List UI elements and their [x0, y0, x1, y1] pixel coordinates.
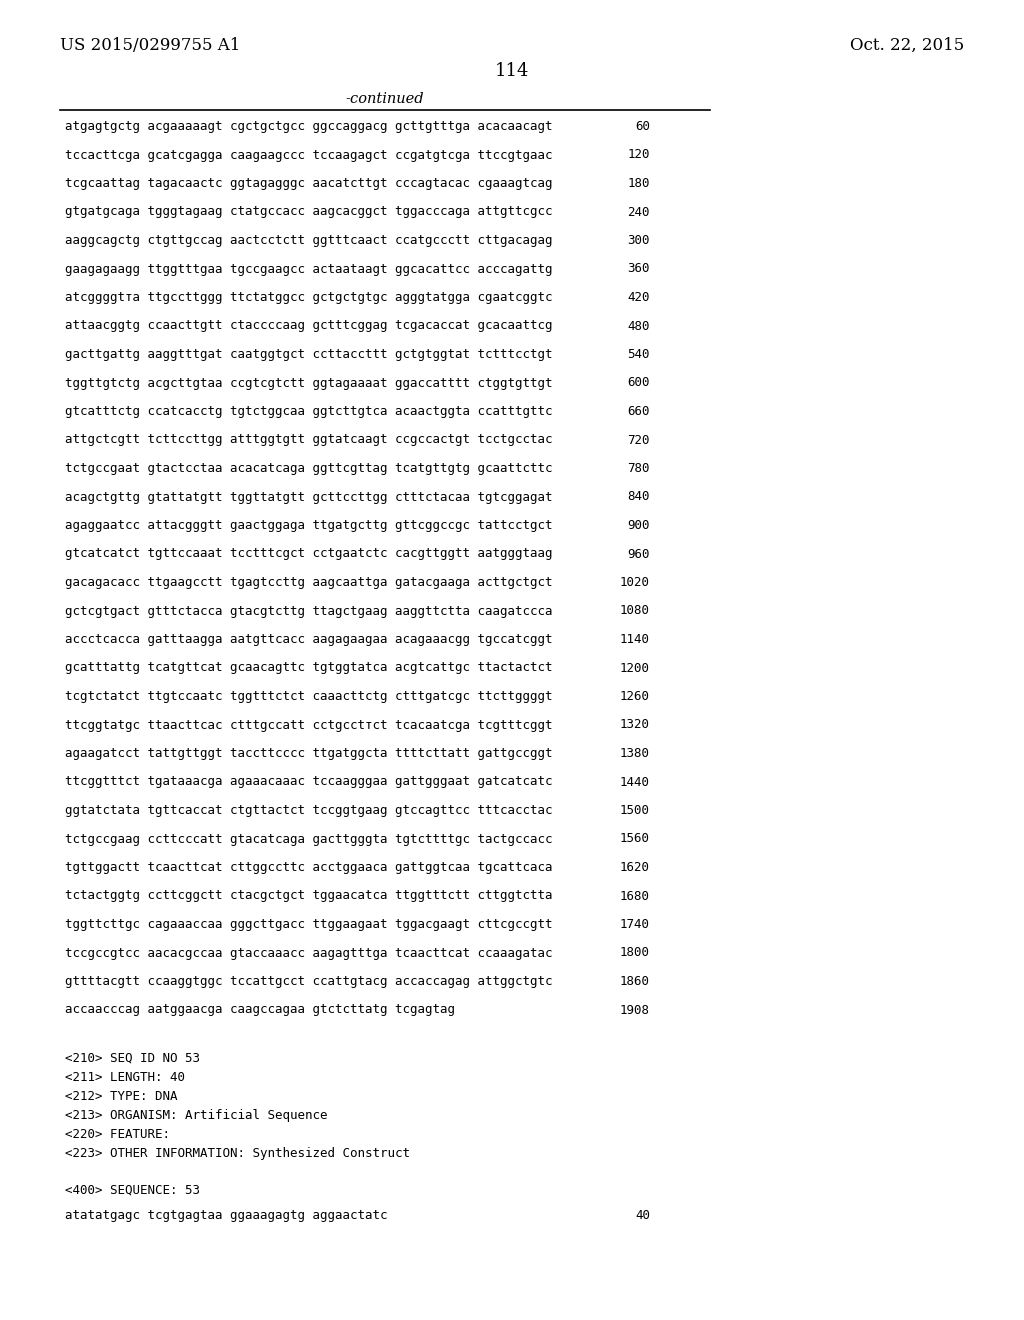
Text: 1380: 1380 [620, 747, 650, 760]
Text: 420: 420 [628, 290, 650, 304]
Text: 120: 120 [628, 149, 650, 161]
Text: tcgcaattag tagacaactc ggtagagggc aacatcttgt cccagtacac cgaaagtcag: tcgcaattag tagacaactc ggtagagggc aacatct… [65, 177, 553, 190]
Text: <213> ORGANISM: Artificial Sequence: <213> ORGANISM: Artificial Sequence [65, 1109, 328, 1122]
Text: tggttgtctg acgcttgtaa ccgtcgtctt ggtagaaaat ggaccatttt ctggtgttgt: tggttgtctg acgcttgtaa ccgtcgtctt ggtagaa… [65, 376, 553, 389]
Text: gcatttattg tcatgttcat gcaacagttc tgtggtatca acgtcattgc ttactactct: gcatttattg tcatgttcat gcaacagttc tgtggta… [65, 661, 553, 675]
Text: tctgccgaag ccttcccatt gtacatcaga gacttgggta tgtcttttgc tactgccacc: tctgccgaag ccttcccatt gtacatcaga gacttgg… [65, 833, 553, 846]
Text: 240: 240 [628, 206, 650, 219]
Text: gtcatcatct tgttccaaat tcctttcgct cctgaatctc cacgttggtt aatgggtaag: gtcatcatct tgttccaaat tcctttcgct cctgaat… [65, 548, 553, 561]
Text: 1860: 1860 [620, 975, 650, 987]
Text: 480: 480 [628, 319, 650, 333]
Text: ggtatctata tgttcaccat ctgttactct tccggtgaag gtccagttcc tttcacctac: ggtatctata tgttcaccat ctgttactct tccggtg… [65, 804, 553, 817]
Text: 540: 540 [628, 348, 650, 360]
Text: Oct. 22, 2015: Oct. 22, 2015 [850, 37, 964, 54]
Text: ttcggtatgc ttaacttcac ctttgccatt cctgcctтct tcacaatcga tcgtttcggt: ttcggtatgc ttaacttcac ctttgccatt cctgcct… [65, 718, 553, 731]
Text: tccgccgtcc aacacgccaa gtaccaaacc aagagtttga tcaacttcat ccaaagatac: tccgccgtcc aacacgccaa gtaccaaacc aagagtt… [65, 946, 553, 960]
Text: 1140: 1140 [620, 634, 650, 645]
Text: 960: 960 [628, 548, 650, 561]
Text: 900: 900 [628, 519, 650, 532]
Text: US 2015/0299755 A1: US 2015/0299755 A1 [60, 37, 241, 54]
Text: tccacttcga gcatcgagga caagaagccc tccaagagct ccgatgtcga ttccgtgaac: tccacttcga gcatcgagga caagaagccc tccaaga… [65, 149, 553, 161]
Text: 1680: 1680 [620, 890, 650, 903]
Text: <220> FEATURE:: <220> FEATURE: [65, 1129, 170, 1140]
Text: 1080: 1080 [620, 605, 650, 618]
Text: 1200: 1200 [620, 661, 650, 675]
Text: 780: 780 [628, 462, 650, 475]
Text: 114: 114 [495, 62, 529, 81]
Text: 600: 600 [628, 376, 650, 389]
Text: gctcgtgact gtttctacca gtacgtcttg ttagctgaag aaggttctta caagatccca: gctcgtgact gtttctacca gtacgtcttg ttagctg… [65, 605, 553, 618]
Text: 1740: 1740 [620, 917, 650, 931]
Text: <212> TYPE: DNA: <212> TYPE: DNA [65, 1090, 177, 1104]
Text: 660: 660 [628, 405, 650, 418]
Text: 1908: 1908 [620, 1003, 650, 1016]
Text: gtgatgcaga tgggtagaag ctatgccacc aagcacggct tggacccaga attgttcgcc: gtgatgcaga tgggtagaag ctatgccacc aagcacg… [65, 206, 553, 219]
Text: tctactggtg ccttcggctt ctacgctgct tggaacatca ttggtttctt cttggtctta: tctactggtg ccttcggctt ctacgctgct tggaaca… [65, 890, 553, 903]
Text: 60: 60 [635, 120, 650, 133]
Text: attgctcgtt tcttccttgg atttggtgtt ggtatcaagt ccgccactgt tcctgcctac: attgctcgtt tcttccttgg atttggtgtt ggtatca… [65, 433, 553, 446]
Text: 1500: 1500 [620, 804, 650, 817]
Text: aaggcagctg ctgttgccag aactcctctt ggtttcaact ccatgccctt cttgacagag: aaggcagctg ctgttgccag aactcctctt ggtttca… [65, 234, 553, 247]
Text: 180: 180 [628, 177, 650, 190]
Text: attaacggtg ccaacttgtt ctaccccaag gctttcggag tcgacaccat gcacaattcg: attaacggtg ccaacttgtt ctaccccaag gctttcg… [65, 319, 553, 333]
Text: 1560: 1560 [620, 833, 650, 846]
Text: 1800: 1800 [620, 946, 650, 960]
Text: <211> LENGTH: 40: <211> LENGTH: 40 [65, 1071, 185, 1084]
Text: 360: 360 [628, 263, 650, 276]
Text: 720: 720 [628, 433, 650, 446]
Text: 1440: 1440 [620, 776, 650, 788]
Text: ttcggtttct tgataaacga agaaacaaac tccaagggaa gattgggaat gatcatcatc: ttcggtttct tgataaacga agaaacaaac tccaagg… [65, 776, 553, 788]
Text: <400> SEQUENCE: 53: <400> SEQUENCE: 53 [65, 1184, 200, 1197]
Text: 1260: 1260 [620, 690, 650, 704]
Text: 300: 300 [628, 234, 650, 247]
Text: gttttacgtt ccaaggtggc tccattgcct ccattgtacg accaccagag attggctgtc: gttttacgtt ccaaggtggc tccattgcct ccattgt… [65, 975, 553, 987]
Text: atatatgagc tcgtgagtaa ggaaagagtg aggaactatc: atatatgagc tcgtgagtaa ggaaagagtg aggaact… [65, 1209, 387, 1222]
Text: gacttgattg aaggtttgat caatggtgct ccttaccttt gctgtggtat tctttcctgt: gacttgattg aaggtttgat caatggtgct ccttacc… [65, 348, 553, 360]
Text: -continued: -continued [346, 92, 424, 106]
Text: accaacccag aatggaacga caagccagaa gtctcttatg tcgagtag: accaacccag aatggaacga caagccagaa gtctctt… [65, 1003, 455, 1016]
Text: tcgtctatct ttgtccaatc tggtttctct caaacttctg ctttgatcgc ttcttggggt: tcgtctatct ttgtccaatc tggtttctct caaactt… [65, 690, 553, 704]
Text: gacagacacc ttgaagcctt tgagtccttg aagcaattga gatacgaaga acttgctgct: gacagacacc ttgaagcctt tgagtccttg aagcaat… [65, 576, 553, 589]
Text: tggttcttgc cagaaaccaa gggcttgacc ttggaagaat tggacgaagt cttcgccgtt: tggttcttgc cagaaaccaa gggcttgacc ttggaag… [65, 917, 553, 931]
Text: 1020: 1020 [620, 576, 650, 589]
Text: atgagtgctg acgaaaaagt cgctgctgcc ggccaggacg gcttgtttga acacaacagt: atgagtgctg acgaaaaagt cgctgctgcc ggccagg… [65, 120, 553, 133]
Text: atcggggtта ttgccttggg ttctatggcc gctgctgtgc agggtatgga cgaatcggtc: atcggggtта ttgccttggg ttctatggcc gctgctg… [65, 290, 553, 304]
Text: gtcatttctg ccatcacctg tgtctggcaa ggtcttgtca acaactggta ccatttgttc: gtcatttctg ccatcacctg tgtctggcaa ggtcttg… [65, 405, 553, 418]
Text: gaagagaagg ttggtttgaa tgccgaagcc actaataagt ggcacattcc acccagattg: gaagagaagg ttggtttgaa tgccgaagcc actaata… [65, 263, 553, 276]
Text: agaggaatcc attacgggtt gaactggaga ttgatgcttg gttcggccgc tattcctgct: agaggaatcc attacgggtt gaactggaga ttgatgc… [65, 519, 553, 532]
Text: tgttggactt tcaacttcat cttggccttc acctggaaca gattggtcaa tgcattcaca: tgttggactt tcaacttcat cttggccttc acctgga… [65, 861, 553, 874]
Text: acagctgttg gtattatgtt tggttatgtt gcttccttgg ctttctacaa tgtcggagat: acagctgttg gtattatgtt tggttatgtt gcttcct… [65, 491, 553, 503]
Text: 1620: 1620 [620, 861, 650, 874]
Text: 40: 40 [635, 1209, 650, 1222]
Text: 1320: 1320 [620, 718, 650, 731]
Text: <210> SEQ ID NO 53: <210> SEQ ID NO 53 [65, 1052, 200, 1065]
Text: <223> OTHER INFORMATION: Synthesized Construct: <223> OTHER INFORMATION: Synthesized Con… [65, 1147, 410, 1160]
Text: accctcacca gatttaagga aatgttcacc aagagaagaa acagaaacgg tgccatcggt: accctcacca gatttaagga aatgttcacc aagagaa… [65, 634, 553, 645]
Text: agaagatcct tattgttggt taccttcccc ttgatggcta ttttcttatt gattgccggt: agaagatcct tattgttggt taccttcccc ttgatgg… [65, 747, 553, 760]
Text: 840: 840 [628, 491, 650, 503]
Text: tctgccgaat gtactcctaa acacatcaga ggttcgttag tcatgttgtg gcaattcttc: tctgccgaat gtactcctaa acacatcaga ggttcgt… [65, 462, 553, 475]
